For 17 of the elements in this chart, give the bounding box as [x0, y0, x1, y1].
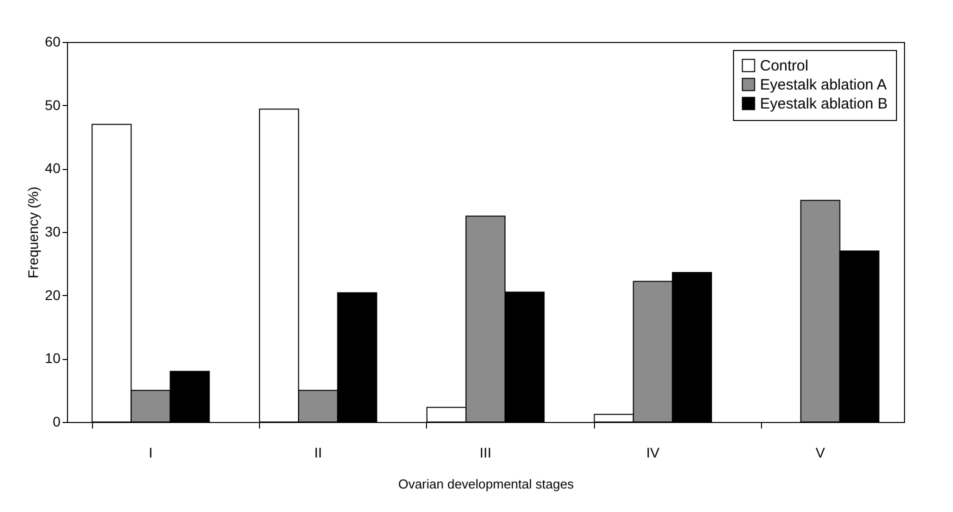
y-tick-label: 40	[44, 160, 61, 176]
y-tick-label: 60	[44, 34, 61, 50]
x-tick-label: V	[816, 444, 826, 460]
y-tick-label: 0	[52, 414, 61, 430]
y-tick-label: 50	[44, 96, 61, 113]
legend-label: Control	[760, 58, 808, 74]
y-tick-label: 30	[44, 224, 61, 240]
x-tick-label: II	[314, 444, 322, 460]
x-tick-label: I	[148, 444, 153, 460]
legend-label: Eyestalk ablation A	[760, 76, 887, 94]
x-axis-title: Ovarian developmental stages	[398, 476, 574, 492]
x-tick-label: IV	[646, 444, 660, 460]
y-tick-label: 20	[44, 286, 61, 303]
legend-label: Eyestalk ablation B	[760, 96, 888, 112]
x-tick-label: III	[480, 444, 492, 460]
y-axis-title: Frequency (%)	[24, 186, 41, 278]
y-tick-label: 10	[44, 350, 61, 366]
